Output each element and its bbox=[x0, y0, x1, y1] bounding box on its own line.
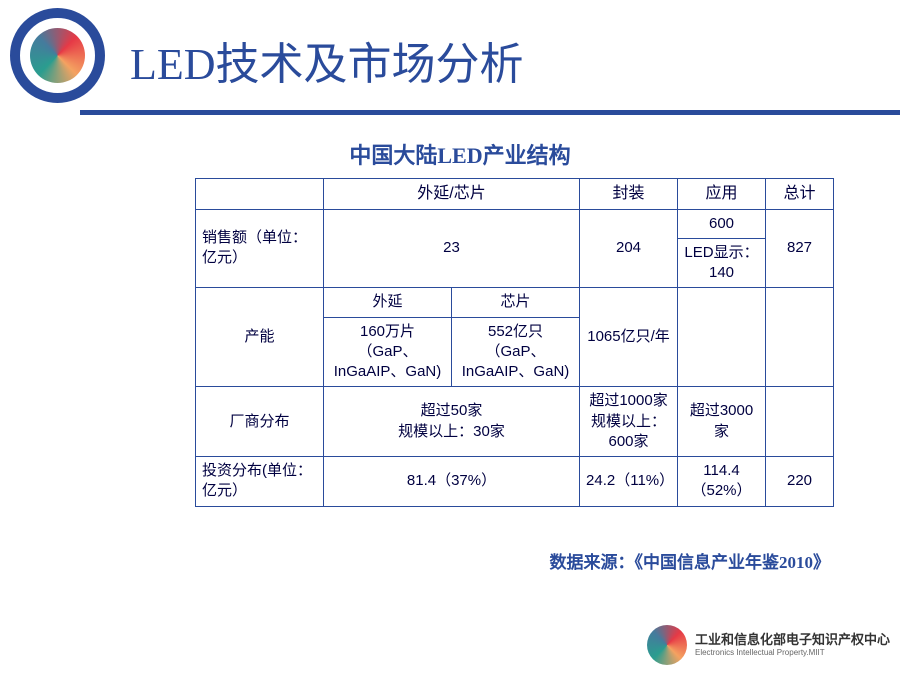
vendors-epichip: 超过50家 规模以上：30家 bbox=[324, 387, 580, 457]
logo-top bbox=[10, 8, 105, 103]
footer-logo: 工业和信息化部电子知识产权中心 Electronics Intellectual… bbox=[647, 625, 890, 665]
capacity-total bbox=[766, 288, 834, 387]
footer-text: 工业和信息化部电子知识产权中心 Electronics Intellectual… bbox=[695, 632, 890, 657]
sales-packaging: 204 bbox=[580, 209, 678, 288]
invest-packaging: 24.2（11%） bbox=[580, 457, 678, 507]
header-total: 总计 bbox=[766, 179, 834, 210]
sales-epichip: 23 bbox=[324, 209, 580, 288]
vendors-total bbox=[766, 387, 834, 457]
label-sales: 销售额（单位：亿元） bbox=[196, 209, 324, 288]
capacity-packaging: 1065亿只/年 bbox=[580, 288, 678, 387]
invest-app: 114.4（52%） bbox=[678, 457, 766, 507]
label-capacity: 产能 bbox=[196, 288, 324, 387]
row-vendors: 厂商分布 超过50家 规模以上：30家 超过1000家 规模以上：600家 超过… bbox=[196, 387, 834, 457]
footer-swirl-icon bbox=[647, 625, 687, 665]
sales-total: 827 bbox=[766, 209, 834, 288]
row-capacity-subheader: 产能 外延 芯片 1065亿只/年 bbox=[196, 288, 834, 317]
vendors-app: 超过3000家 bbox=[678, 387, 766, 457]
table-header: 外延/芯片 封装 应用 总计 bbox=[196, 179, 834, 210]
data-table: 外延/芯片 封装 应用 总计 销售额（单位：亿元） 23 204 600 827… bbox=[195, 178, 833, 507]
capacity-app bbox=[678, 288, 766, 387]
capacity-sub-right: 芯片 bbox=[452, 288, 580, 317]
label-vendors: 厂商分布 bbox=[196, 387, 324, 457]
invest-epichip: 81.4（37%） bbox=[324, 457, 580, 507]
data-source: 数据来源：《中国信息产业年鉴2010》 bbox=[0, 548, 830, 573]
footer-cn: 工业和信息化部电子知识产权中心 bbox=[695, 632, 890, 648]
sales-app-top: 600 bbox=[678, 209, 766, 238]
invest-total: 220 bbox=[766, 457, 834, 507]
sales-app-bottom: LED显示：140 bbox=[678, 238, 766, 288]
footer-en: Electronics Intellectual Property.MIIT bbox=[695, 648, 890, 658]
header-packaging: 封装 bbox=[580, 179, 678, 210]
row-sales-top: 销售额（单位：亿元） 23 204 600 827 bbox=[196, 209, 834, 238]
header-application: 应用 bbox=[678, 179, 766, 210]
title-divider bbox=[80, 110, 900, 115]
header-blank bbox=[196, 179, 324, 210]
label-invest: 投资分布(单位：亿元） bbox=[196, 457, 324, 507]
slide-title: LED技术及市场分析 bbox=[130, 28, 524, 92]
capacity-left: 160万片（GaP、InGaAIP、GaN) bbox=[324, 317, 452, 387]
capacity-sub-left: 外延 bbox=[324, 288, 452, 317]
header-epichip: 外延/芯片 bbox=[324, 179, 580, 210]
vendors-packaging: 超过1000家 规模以上：600家 bbox=[580, 387, 678, 457]
slide-subtitle: 中国大陆LED产业结构 bbox=[0, 138, 920, 170]
logo-swirl-icon bbox=[30, 28, 85, 83]
row-investment: 投资分布(单位：亿元） 81.4（37%） 24.2（11%） 114.4（52… bbox=[196, 457, 834, 507]
capacity-right: 552亿只（GaP、InGaAIP、GaN) bbox=[452, 317, 580, 387]
